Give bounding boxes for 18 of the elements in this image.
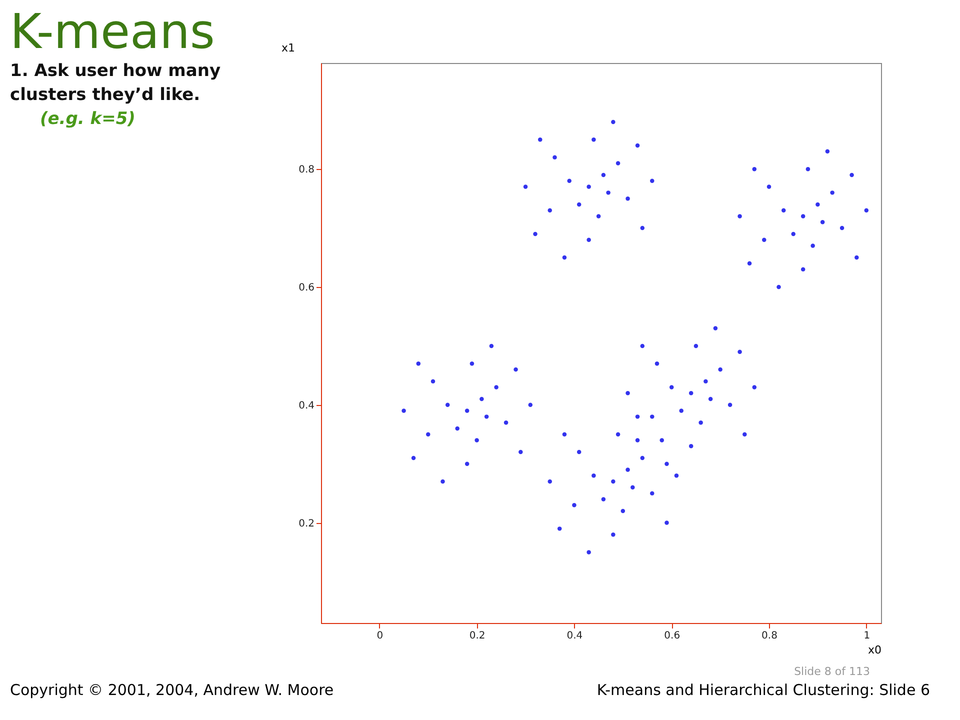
y-tick-label: 0.4 <box>298 400 314 412</box>
x-axis-title: x0 <box>868 644 882 656</box>
x-tick-label: 1 <box>864 630 870 642</box>
text: 1. Ask user how many clusters they’d like. <box>10 61 221 105</box>
x-tick-label: 0.4 <box>566 630 583 642</box>
chart-title: K-means <box>10 4 215 60</box>
text: K-means and Hierarchical Clustering: Slide 6 <box>596 681 930 699</box>
text: Copyright © 2001, 2004, Andrew W. Moore <box>10 681 334 699</box>
y-tick-label: 0.8 <box>298 164 314 176</box>
x-tick-label: 0.2 <box>469 630 486 642</box>
y-tick-label: 0.6 <box>298 282 314 294</box>
text: Slide 8 of 113 <box>794 665 870 678</box>
text: (e.g. k=5) <box>40 109 136 129</box>
x-tick-label: 0.6 <box>664 630 680 642</box>
x-tick-label: 0 <box>376 630 384 642</box>
x-tick-label: 0.8 <box>762 630 778 642</box>
y-tick-label: 0.2 <box>298 518 314 530</box>
y-axis-title: x1 <box>282 42 296 54</box>
